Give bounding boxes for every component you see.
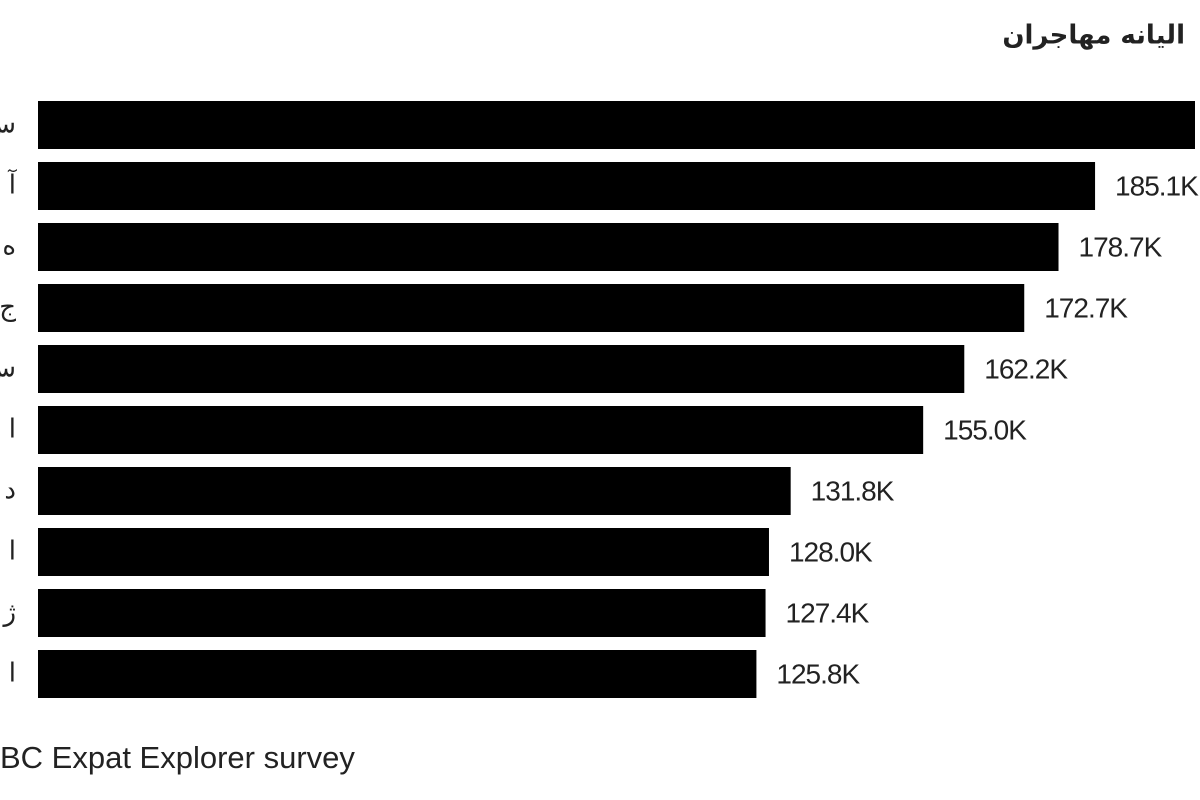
bar	[38, 162, 1096, 210]
bar	[38, 101, 1195, 149]
category-label: د	[4, 476, 16, 506]
value-label: 155.0K	[943, 414, 1027, 445]
bar	[38, 528, 769, 576]
category-label: س	[0, 110, 16, 140]
category-label: آ	[8, 169, 18, 201]
bar	[38, 650, 757, 698]
bar	[38, 406, 924, 454]
value-label: 125.8K	[776, 658, 860, 689]
value-label: 178.7K	[1079, 231, 1163, 262]
bar	[38, 589, 766, 637]
category-label: ا	[9, 537, 16, 567]
category-label: ژ	[1, 598, 16, 628]
category-label: ا	[9, 415, 16, 445]
bar	[38, 223, 1059, 271]
value-label: 127.4K	[786, 597, 870, 628]
source: BC Expat Explorer survey	[0, 740, 355, 775]
category-label: ه	[2, 232, 16, 262]
bar	[38, 467, 791, 515]
bar	[38, 345, 965, 393]
category-label: س	[0, 354, 16, 384]
value-label: 128.0K	[789, 536, 873, 567]
value-label: 172.7K	[1044, 292, 1128, 323]
chart-title: الیانه مهاجران	[1002, 21, 1185, 51]
bar	[38, 284, 1025, 332]
value-label: 185.1K	[1115, 170, 1199, 201]
value-label: 131.8K	[811, 475, 895, 506]
category-label: ج	[0, 293, 16, 323]
value-label: 162.2K	[984, 353, 1068, 384]
category-label: ا	[9, 659, 16, 689]
